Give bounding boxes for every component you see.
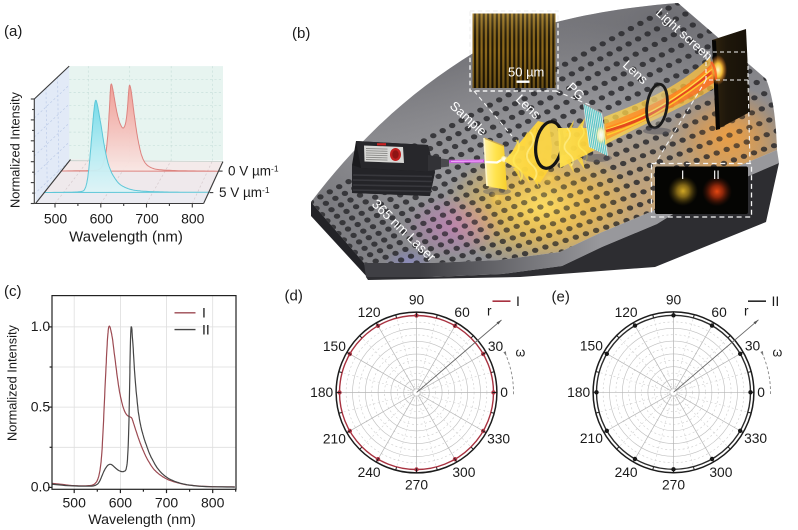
- svg-text:330: 330: [487, 431, 510, 446]
- svg-text:240: 240: [615, 465, 638, 480]
- svg-text:180: 180: [567, 385, 590, 400]
- svg-text:1.0: 1.0: [31, 318, 51, 334]
- svg-text:700: 700: [155, 495, 179, 511]
- svg-text:90: 90: [666, 292, 682, 307]
- svg-text:Wavelength (nm): Wavelength (nm): [69, 229, 183, 246]
- svg-text:II: II: [202, 321, 210, 337]
- svg-text:ω: ω: [773, 345, 783, 359]
- svg-text:120: 120: [615, 305, 638, 320]
- svg-text:0: 0: [500, 385, 508, 400]
- svg-text:500: 500: [44, 211, 68, 227]
- svg-text:r: r: [744, 303, 749, 318]
- svg-text:210: 210: [323, 431, 346, 446]
- svg-text:Wavelength (nm): Wavelength (nm): [88, 512, 196, 528]
- svg-text:30: 30: [745, 339, 761, 354]
- svg-text:r: r: [487, 304, 492, 319]
- svg-text:120: 120: [358, 305, 381, 320]
- svg-text:I: I: [516, 293, 520, 309]
- svg-text:500: 500: [63, 495, 87, 511]
- svg-text:(d): (d): [285, 288, 303, 305]
- svg-text:240: 240: [358, 465, 381, 480]
- svg-text:(c): (c): [4, 283, 22, 300]
- svg-text:90: 90: [409, 293, 425, 308]
- svg-text:II: II: [772, 293, 780, 309]
- svg-text:I: I: [202, 305, 206, 321]
- svg-text:150: 150: [580, 339, 603, 354]
- svg-text:210: 210: [580, 431, 603, 446]
- svg-text:Normalized Intensity: Normalized Intensity: [8, 91, 23, 208]
- svg-text:I: I: [681, 168, 684, 182]
- svg-text:800: 800: [201, 495, 225, 511]
- svg-text:ω: ω: [516, 346, 526, 360]
- svg-text:(e): (e): [552, 289, 570, 306]
- svg-text:600: 600: [90, 211, 114, 227]
- svg-text:330: 330: [744, 431, 767, 446]
- svg-text:(a): (a): [4, 23, 22, 40]
- svg-text:(b): (b): [292, 25, 310, 42]
- svg-text:800: 800: [181, 211, 205, 227]
- svg-text:0: 0: [757, 385, 765, 400]
- svg-text:0 V µm-1: 0 V µm-1: [228, 164, 279, 179]
- svg-text:270: 270: [405, 478, 428, 493]
- svg-text:180: 180: [310, 385, 333, 400]
- svg-text:600: 600: [109, 495, 133, 511]
- svg-text:300: 300: [452, 465, 475, 480]
- svg-text:60: 60: [711, 305, 727, 320]
- svg-text:0.0: 0.0: [31, 479, 51, 495]
- svg-text:II: II: [713, 168, 720, 182]
- svg-text:Normalized Intensity: Normalized Intensity: [5, 324, 20, 441]
- svg-text:0.5: 0.5: [31, 398, 51, 414]
- svg-text:150: 150: [323, 339, 346, 354]
- svg-text:300: 300: [709, 465, 732, 480]
- svg-text:30: 30: [488, 339, 504, 354]
- svg-text:5 V µm-1: 5 V µm-1: [219, 185, 270, 200]
- svg-text:270: 270: [662, 477, 685, 492]
- svg-text:60: 60: [454, 305, 470, 320]
- svg-text:700: 700: [135, 211, 159, 227]
- svg-text:50 µm: 50 µm: [508, 65, 544, 80]
